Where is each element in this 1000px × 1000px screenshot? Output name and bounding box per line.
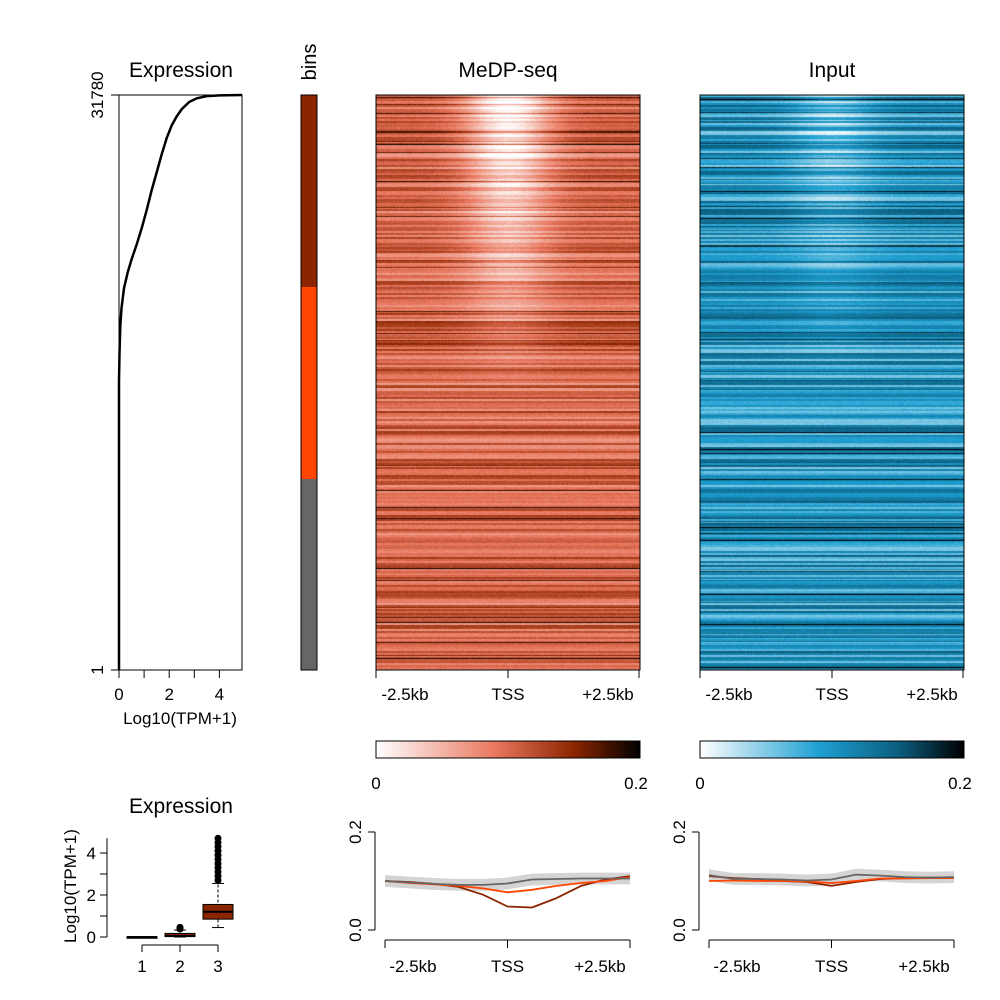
boxplot-marks (126, 834, 234, 939)
profile-xtick-label: +2.5kb (574, 957, 626, 976)
expr-xtick-label: 2 (164, 685, 173, 704)
input-heatmap-panel: Input -2.5kb TSS +2.5kb 0 0.2 (695, 59, 972, 793)
bin-high (301, 95, 317, 287)
boxplot-ytick-label: 2 (87, 886, 96, 905)
input-colorbar-max: 0.2 (948, 774, 972, 793)
expr-ytick-label: 1 (88, 665, 107, 674)
medp-colorbar-max: 0.2 (624, 774, 648, 793)
input-colorbar-min: 0 (695, 774, 704, 793)
expr-xtick-label: 0 (114, 685, 123, 704)
input-profile-band (709, 868, 954, 887)
medp-xtick-left: -2.5kb (381, 685, 428, 704)
boxplot-ytick-label: 4 (87, 844, 96, 863)
profile-ytick-label: 0.2 (670, 820, 689, 844)
boxplot-axes: 0 2 4 1 2 3 (87, 838, 223, 976)
expression-curve-panel: Expression 0 2 4 31780 1 Log10(TPM+1) (88, 59, 243, 728)
medp-xtick-right: +2.5kb (582, 685, 634, 704)
medp-profile-panel: 0.0 0.2 -2.5kb TSS +2.5kb (346, 820, 631, 976)
profile-line-series-3 (708, 873, 955, 882)
input-xtick-left: -2.5kb (705, 685, 752, 704)
medp-heatmap-xaxis: -2.5kb TSS +2.5kb (375, 670, 640, 704)
profile-xtick-label: TSS (491, 957, 524, 976)
input-colorbar (699, 740, 965, 759)
medp-heatmap (376, 95, 640, 670)
profile-xtick-label: -2.5kb (389, 957, 436, 976)
bins-panel: bins (299, 44, 321, 671)
boxplot-ytick-label: 0 (87, 928, 96, 947)
profile-xtick-label: -2.5kb (713, 957, 760, 976)
medp-profile-axes: 0.0 0.2 -2.5kb TSS +2.5kb (346, 820, 631, 976)
profile-line-series-2 (708, 877, 954, 884)
boxplot-title: Expression (129, 795, 233, 818)
expr-ytick-label: 31780 (88, 71, 107, 118)
medp-heatmap-title: MeDP-seq (458, 59, 557, 82)
expression-cumulative-line (117, 93, 243, 670)
medp-colorbar (375, 740, 641, 759)
bins-label: bins (299, 44, 321, 81)
expression-curve-title: Expression (129, 59, 233, 82)
expr-xtick-label: 4 (215, 685, 224, 704)
profile-xtick-label: +2.5kb (898, 957, 950, 976)
input-heatmap (700, 95, 964, 670)
input-profile-lines (708, 873, 955, 887)
box-outlier (214, 834, 222, 842)
input-heatmap-title: Input (809, 59, 856, 82)
box-outlier (176, 923, 184, 931)
bin-low (301, 479, 317, 670)
medp-colorbar-min: 0 (371, 774, 380, 793)
bin-mid (301, 287, 317, 479)
profile-line-series-3 (384, 877, 630, 886)
input-profile-panel: 0.0 0.2 -2.5kb TSS +2.5kb (670, 820, 955, 976)
boxplot-xtick-label: 1 (137, 957, 146, 976)
input-xtick-right: +2.5kb (906, 685, 958, 704)
expression-boxplot-panel: Expression Log10(TPM+1) 0 2 4 1 2 3 (61, 795, 234, 976)
bins-frame (300, 94, 318, 671)
profile-ytick-label: 0.2 (346, 820, 365, 844)
medp-heatmap-panel: MeDP-seq -2.5kb TSS +2.5kb 0 0.2 (371, 59, 648, 793)
medp-xtick-tss: TSS (491, 685, 524, 704)
boxplot-ylabel: Log10(TPM+1) (61, 829, 80, 943)
profile-grey-band (709, 868, 954, 887)
input-xtick-tss: TSS (815, 685, 848, 704)
expression-curve-frame (118, 94, 243, 671)
medp-profile-lines (384, 875, 631, 909)
profile-xtick-label: TSS (815, 957, 848, 976)
expression-curve-ticks: 0 2 4 31780 1 (88, 71, 224, 704)
profile-ytick-label: 0.0 (670, 918, 689, 942)
boxplot-xtick-label: 3 (213, 957, 222, 976)
input-heatmap-xaxis: -2.5kb TSS +2.5kb (699, 670, 964, 704)
expression-curve-xlabel: Log10(TPM+1) (123, 709, 237, 728)
input-profile-axes: 0.0 0.2 -2.5kb TSS +2.5kb (670, 820, 955, 976)
boxplot-xtick-label: 2 (175, 957, 184, 976)
profile-ytick-label: 0.0 (346, 918, 365, 942)
